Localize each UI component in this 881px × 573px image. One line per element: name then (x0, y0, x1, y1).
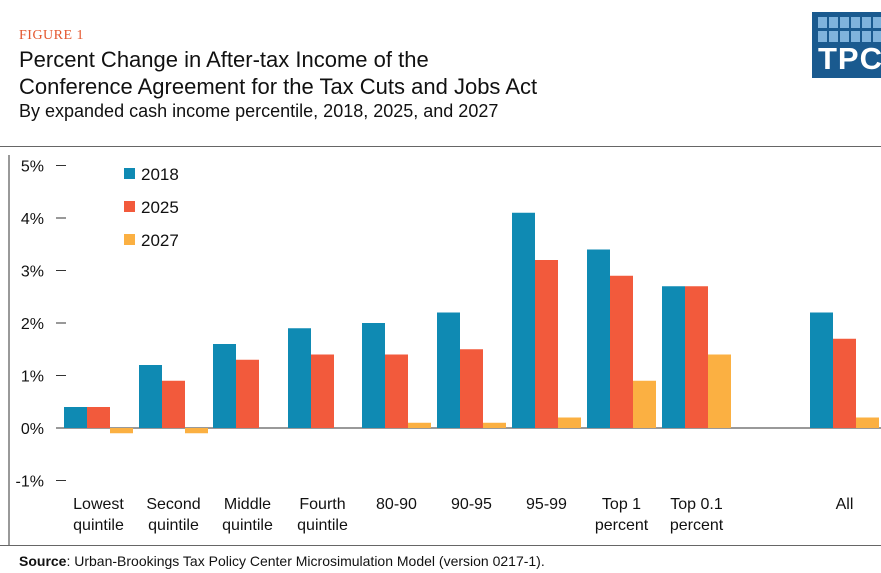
chart-title-line-1: Percent Change in After-tax Income of th… (19, 47, 429, 72)
x-category-label: Second (146, 496, 200, 513)
bar-2025-0 (87, 407, 110, 428)
bar-2025-3 (311, 354, 334, 428)
bar-2018-2 (213, 344, 236, 428)
bar-2025-9 (833, 338, 856, 428)
legend-label-2018: 2018 (141, 165, 179, 184)
bar-2027-5 (483, 422, 506, 428)
chart-subtitle: By expanded cash income percentile, 2018… (19, 101, 499, 121)
bar-2018-3 (288, 328, 311, 428)
bar-2027-7 (633, 380, 656, 428)
x-category-label: percent (595, 517, 649, 534)
bar-2018-4 (362, 323, 385, 428)
bar-2018-9 (810, 312, 833, 428)
bar-chart: 5% 4% 3% 2% 1% 0% -1% Lowest quintile Second quint… (8, 155, 881, 545)
x-category-label: quintile (148, 517, 199, 534)
logo-text: TPC (818, 41, 881, 76)
y-tick-label: 1% (21, 369, 44, 386)
bar-2027-9 (856, 417, 879, 428)
x-category-label: Fourth (299, 496, 345, 513)
x-category-label: Middle (224, 496, 271, 513)
bar-2018-5 (437, 312, 460, 428)
bar-2018-8 (662, 286, 685, 428)
x-category-label: 80-90 (376, 496, 417, 513)
legend-label-2025: 2025 (141, 198, 179, 217)
legend-swatch-2018 (124, 168, 135, 179)
legend-swatch-2027 (124, 234, 135, 245)
bar-2027-1 (185, 428, 208, 434)
y-tick-label: -1% (16, 474, 44, 491)
tpc-logo: TPC (812, 12, 881, 78)
bar-2027-4 (408, 422, 431, 428)
bar-2025-6 (535, 260, 558, 428)
x-category-label: 95-99 (526, 496, 567, 513)
chart-title-line-2: Conference Agreement for the Tax Cuts an… (19, 74, 538, 99)
top-divider (0, 146, 881, 147)
bar-2025-1 (162, 380, 185, 428)
bar-2027-0 (110, 428, 133, 434)
legend-label-2027: 2027 (141, 231, 179, 250)
bar-2027-8 (708, 354, 731, 428)
x-category-label: 90-95 (451, 496, 492, 513)
bar-2018-7 (587, 249, 610, 428)
y-tick-label: 3% (21, 264, 44, 281)
source-label: Source (19, 553, 67, 569)
x-category-label: quintile (73, 517, 124, 534)
legend-swatch-2025 (124, 201, 135, 212)
y-tick-label: 5% (21, 159, 44, 176)
x-category-label: Top 0.1 (670, 496, 723, 513)
bar-2025-4 (385, 354, 408, 428)
bar-2027-6 (558, 417, 581, 428)
source-note: Source: Urban-Brookings Tax Policy Cente… (19, 553, 545, 569)
bar-2025-8 (685, 286, 708, 428)
x-category-label: Lowest (73, 496, 124, 513)
x-category-label: percent (670, 517, 724, 534)
bar-2018-1 (139, 365, 162, 428)
figure-label: FIGURE 1 (19, 28, 85, 43)
bar-2018-0 (64, 407, 87, 428)
chart-title: Percent Change in After-tax Income of th… (19, 46, 537, 100)
bar-2025-7 (610, 275, 633, 428)
bar-2018-6 (512, 212, 535, 428)
logo-grid-icon (818, 17, 881, 43)
y-tick-label: 0% (21, 421, 44, 438)
x-category-label: All (836, 496, 854, 513)
source-text: : Urban-Brookings Tax Policy Center Micr… (66, 553, 545, 569)
y-tick-label: 2% (21, 316, 44, 333)
bar-2025-5 (460, 349, 483, 428)
x-category-label: quintile (297, 517, 348, 534)
x-category-label: Top 1 (602, 496, 641, 513)
bottom-divider (0, 545, 881, 546)
bar-2025-2 (236, 359, 259, 428)
y-tick-label: 4% (21, 211, 44, 228)
x-category-label: quintile (222, 517, 273, 534)
